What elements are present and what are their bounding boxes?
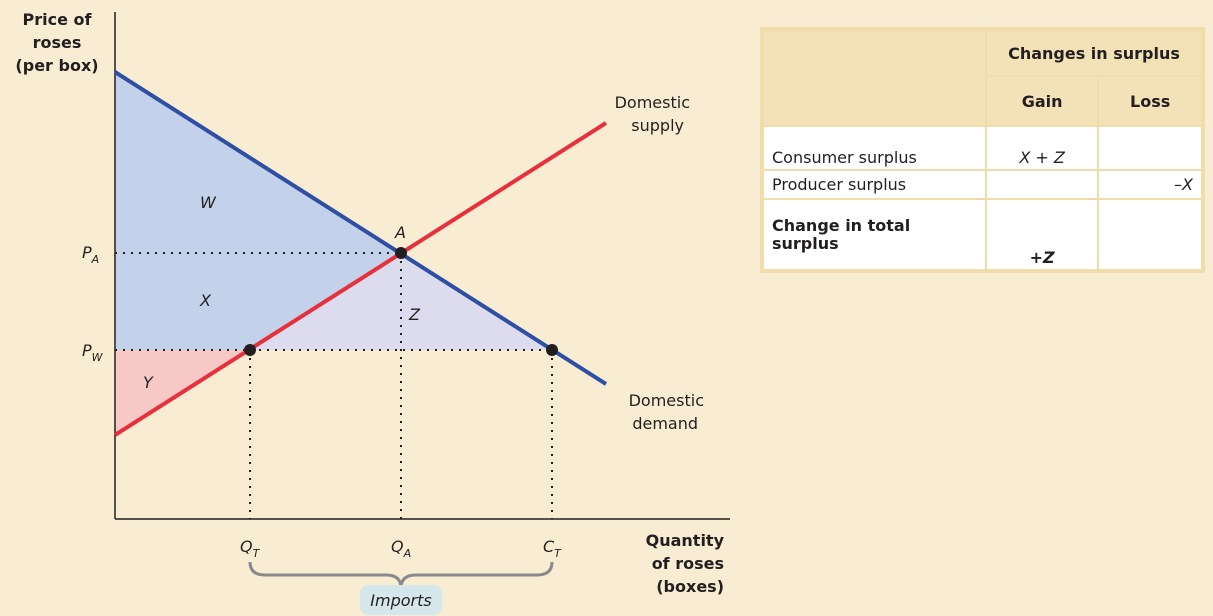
svg-text:of roses: of roses	[652, 554, 724, 573]
column-header: Loss	[1097, 75, 1204, 127]
point-label: A	[394, 223, 406, 242]
tick-label: QA	[391, 537, 411, 560]
cell: X + Z	[984, 125, 1100, 171]
svg-text:Domestic: Domestic	[615, 93, 690, 112]
svg-text:Price of: Price of	[23, 10, 93, 29]
row-label: Producer surplus	[761, 169, 987, 200]
imports-label: Imports	[370, 591, 431, 610]
imports-box	[360, 585, 442, 615]
svg-text:supply: supply	[631, 116, 684, 135]
point	[546, 344, 558, 356]
point	[395, 247, 407, 259]
region-label: W	[200, 193, 217, 212]
corner-cell	[761, 28, 987, 127]
region-label: Y	[143, 373, 154, 392]
supply-curve	[113, 121, 608, 437]
region-label: X	[199, 291, 212, 310]
svg-text:demand: demand	[632, 414, 698, 433]
tick-label: PA	[82, 243, 99, 266]
cell	[1097, 198, 1204, 272]
guides	[115, 252, 553, 519]
cell: +Z	[984, 198, 1100, 272]
tick-label: PW	[82, 341, 104, 364]
svg-text:Domestic: Domestic	[629, 391, 704, 410]
region-label: Z	[408, 305, 421, 324]
row-label: Consumer surplus	[761, 125, 987, 171]
row-label: Change in total surplus	[761, 198, 987, 272]
tick-label: CT	[543, 537, 562, 560]
cell	[1097, 125, 1204, 171]
surplus-table: Changes in surplus Gain Loss Consumer sur…	[760, 27, 1205, 273]
svg-text:(per box): (per box)	[15, 56, 98, 75]
cell: –X	[1097, 169, 1204, 200]
column-header: Gain	[984, 75, 1100, 127]
point	[244, 344, 256, 356]
demand-curve	[113, 70, 608, 386]
consumer-surplus-area	[115, 72, 401, 350]
diagram: Price of roses (per box) Quantity of roses (…	[15, 10, 730, 615]
svg-text:Quantity: Quantity	[646, 531, 725, 550]
supply-label: Domestic supply	[615, 93, 690, 135]
svg-text:(boxes): (boxes)	[656, 577, 724, 596]
y-axis-label: Price of roses (per box)	[15, 10, 98, 75]
header-cell: Changes in surplus	[985, 28, 1204, 77]
svg-text:roses: roses	[33, 33, 82, 52]
brace	[248, 561, 554, 589]
demand-label: Domestic demand	[629, 391, 704, 433]
x-axis-label: Quantity of roses (boxes)	[646, 531, 725, 596]
cell	[984, 169, 1100, 200]
tick-label: QT	[240, 537, 261, 560]
